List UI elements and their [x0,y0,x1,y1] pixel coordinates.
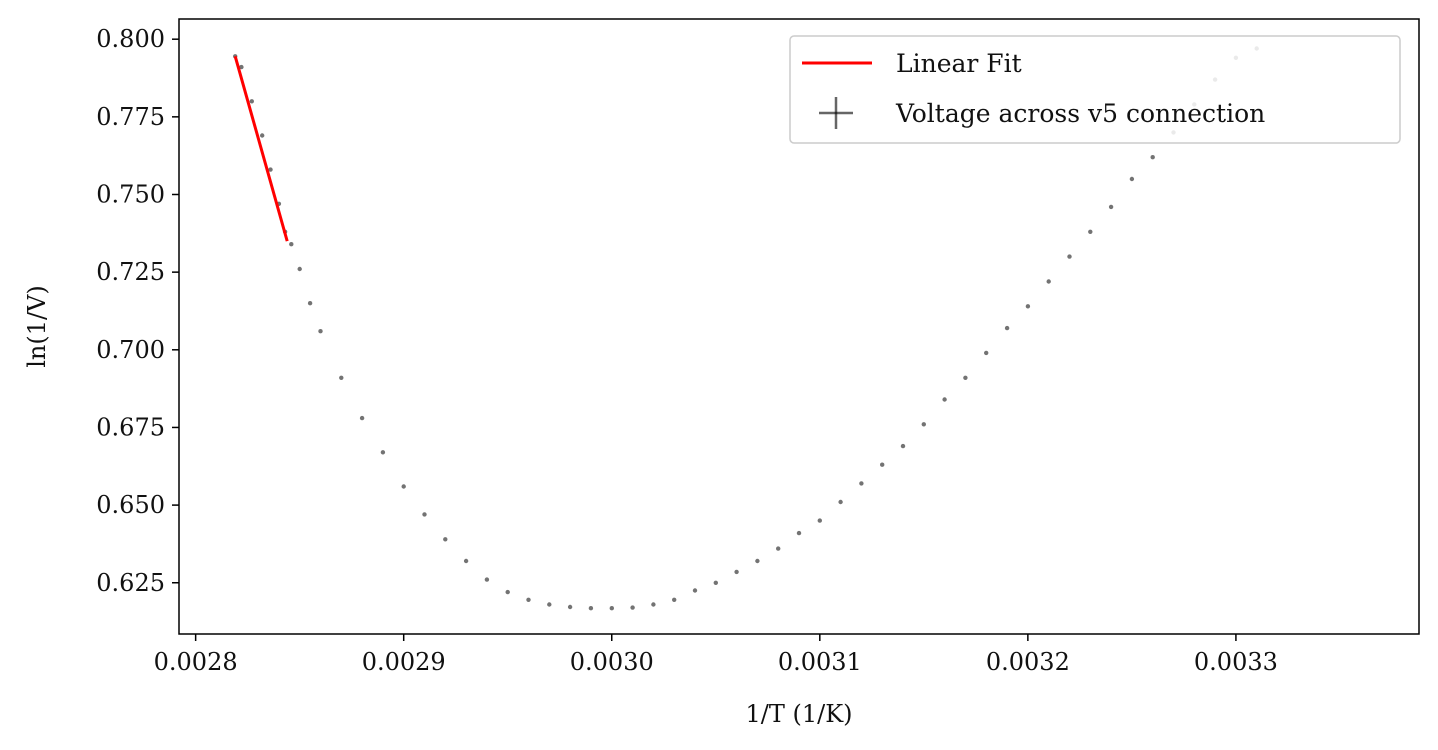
y-tick-label: 0.625 [96,569,165,597]
legend: Linear Fit Voltage across v5 connection [789,35,1401,144]
data-point [307,301,313,306]
data-point [921,422,926,427]
legend-voltage-swatch [819,97,853,129]
x-tick-label: 0.0030 [570,648,654,676]
data-point [1088,229,1093,234]
x-axis: 0.0028 0.0029 0.0030 0.0031 0.0032 0.0033 [154,634,1278,676]
data-point [1067,254,1072,259]
data-point [588,606,594,611]
data-point [1129,176,1135,182]
legend-voltage-label: Voltage across v5 connection [895,99,1265,128]
data-point [609,606,614,611]
data-point [755,558,760,564]
data-point [339,375,344,380]
data-point [817,518,822,523]
data-point [547,602,552,607]
data-point [318,329,323,334]
data-point [239,64,244,70]
y-tick-label: 0.650 [96,491,165,519]
data-point [249,99,254,104]
y-tick-label: 0.750 [96,180,165,208]
data-point [630,605,635,610]
data-point [268,167,273,172]
data-point [942,397,947,402]
data-point [776,546,781,551]
legend-linear-fit-label: Linear Fit [896,49,1022,78]
data-point [567,604,573,610]
data-point [984,350,989,356]
data-point [297,266,302,272]
data-point [463,558,469,564]
x-tick-label: 0.0032 [986,648,1070,676]
data-point [526,597,531,602]
data-point [859,481,864,486]
data-point [900,443,906,449]
data-point [692,588,698,593]
data-point [1108,204,1114,210]
data-point [734,569,739,575]
plot-frame [178,18,1420,635]
data-point [380,450,386,455]
data-point [484,577,490,582]
y-axis: 0.625 0.650 0.675 0.700 0.725 0.750 0.775 0.800 [96,25,179,597]
data-point [651,602,656,607]
data-point [796,530,802,536]
y-tick-label: 0.675 [96,413,165,441]
y-axis-label: ln(1/V) [23,285,51,368]
data-point [359,415,365,421]
x-tick-label: 0.0033 [1194,648,1278,676]
data-point [1025,304,1031,309]
legend-box [789,35,1401,144]
y-tick-label: 0.725 [96,258,165,286]
y-tick-label: 0.775 [96,103,165,131]
data-point [1004,325,1010,331]
data-point [422,512,427,517]
x-tick-label: 0.0029 [362,648,446,676]
data-point [505,589,510,595]
data-point [443,537,448,542]
y-tick-label: 0.700 [96,336,165,364]
data-point [672,597,677,602]
plot-area [233,46,1259,611]
data-point [260,133,265,138]
x-tick-label: 0.0028 [154,648,238,676]
data-point [1046,279,1051,284]
x-axis-label: 1/T (1/K) [745,700,852,728]
x-tick-label: 0.0031 [778,648,862,676]
y-tick-label: 0.800 [96,25,165,53]
data-point [401,484,406,489]
data-point [838,499,843,505]
data-point [1150,155,1155,160]
linear-fit-line [233,55,289,242]
data-point [880,462,885,467]
data-point [713,580,718,585]
data-point [289,242,294,247]
data-point [963,375,968,380]
